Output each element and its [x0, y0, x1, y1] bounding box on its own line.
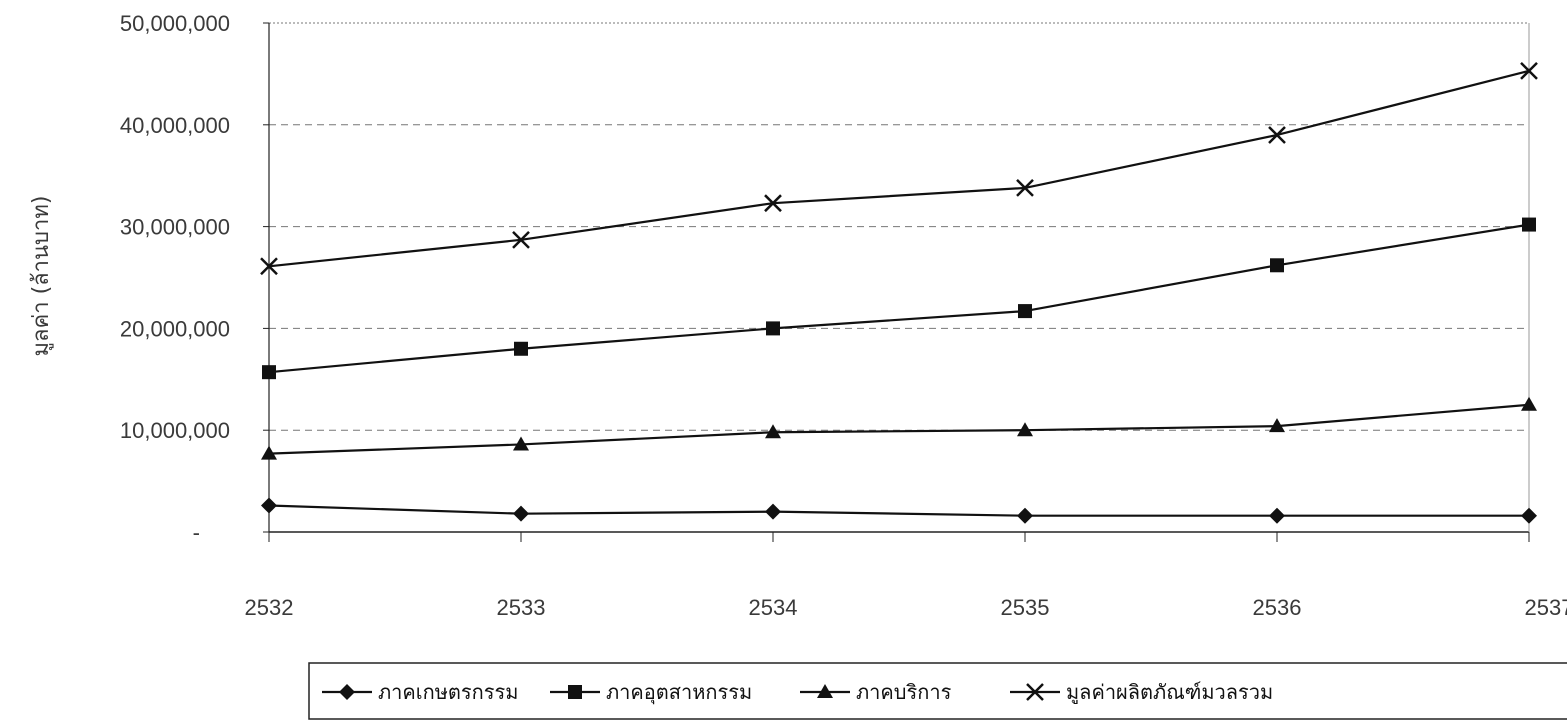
legend-label: ภาคบริการ: [856, 680, 952, 704]
series-diamond: [261, 498, 1537, 524]
y-tick-label: -: [193, 520, 200, 545]
x-tick-label: 2536: [1253, 595, 1302, 620]
y-axis-label: มูลค่า (ล้านบาท): [29, 196, 54, 357]
grid-lines: [269, 23, 1529, 430]
y-tick-label: 20,000,000: [120, 316, 230, 341]
data-point-diamond: [1521, 508, 1537, 524]
data-point-x: [1269, 127, 1285, 143]
data-point-square: [514, 342, 528, 356]
y-tick-label: 10,000,000: [120, 418, 230, 443]
x-tick-label: 2534: [749, 595, 798, 620]
x-tick-label: 2535: [1001, 595, 1050, 620]
data-point-square: [1522, 218, 1536, 232]
legend-label: มูลค่าผลิตภัณฑ์มวลรวม: [1066, 680, 1273, 705]
series-triangle: [261, 397, 1537, 460]
data-point-square: [1018, 304, 1032, 318]
legend-marker-square: [568, 685, 582, 699]
series-x: [261, 63, 1537, 274]
legend-label: ภาคเกษตรกรรม: [378, 680, 518, 704]
axes: [269, 23, 1529, 532]
data-point-triangle: [1521, 397, 1537, 411]
y-tick-label: 30,000,000: [120, 215, 230, 240]
data-point-square: [262, 365, 276, 379]
x-axis-ticks: 2532 2533 2534 2535 2536 2537: [245, 532, 1567, 620]
series-square: [262, 218, 1536, 380]
series-line: [269, 71, 1529, 266]
y-axis-ticks: - 10,000,000 20,000,000 30,000,000 40,000,00…: [120, 11, 269, 545]
x-tick-label: 2532: [245, 595, 294, 620]
data-point-diamond: [513, 506, 529, 522]
legend-label: ภาคอุตสาหกรรม: [606, 680, 752, 705]
x-tick-label: 2533: [497, 595, 546, 620]
data-point-square: [1270, 258, 1284, 272]
series-line: [269, 506, 1529, 516]
data-point-diamond: [1269, 508, 1285, 524]
data-point-diamond: [765, 504, 781, 520]
series-line: [269, 405, 1529, 454]
legend: ภาคเกษตรกรรม ภาคอุตสาหกรรม ภาคบริการ มูลค่า…: [309, 663, 1567, 719]
series-group: [261, 63, 1537, 524]
data-point-diamond: [261, 498, 277, 514]
data-point-square: [766, 321, 780, 335]
data-point-diamond: [1017, 508, 1033, 524]
y-tick-label: 50,000,000: [120, 11, 230, 36]
y-tick-label: 40,000,000: [120, 113, 230, 138]
x-tick-label: 2537: [1525, 595, 1567, 620]
